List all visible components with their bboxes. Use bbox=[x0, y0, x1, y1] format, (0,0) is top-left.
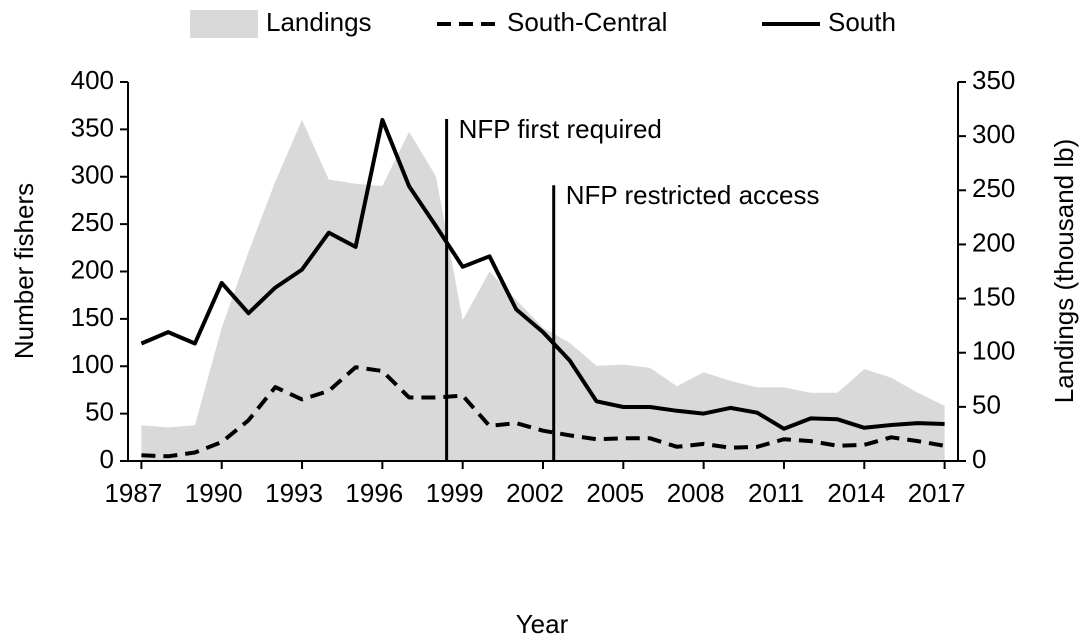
x-tick-label: 2011 bbox=[748, 478, 804, 508]
y2-tick-label: 150 bbox=[972, 281, 1015, 311]
y-tick-label: 0 bbox=[100, 444, 114, 474]
y2-tick-label: 100 bbox=[972, 336, 1015, 366]
x-tick-label: 1996 bbox=[345, 478, 403, 508]
line bbox=[140, 117, 945, 431]
y-tick-label: 400 bbox=[71, 65, 114, 95]
y2-tick-label: 0 bbox=[972, 444, 986, 474]
y-axis-title: Number fishers bbox=[9, 183, 39, 359]
x-tick-label: 1990 bbox=[185, 478, 243, 508]
y-tick-label: 250 bbox=[71, 207, 114, 237]
x-tick-label: 2008 bbox=[667, 478, 725, 508]
area bbox=[141, 119, 945, 462]
legend-label: Landings bbox=[266, 7, 372, 37]
x-tick-label: 2005 bbox=[586, 478, 644, 508]
x-tick-label: 2014 bbox=[827, 478, 885, 508]
y-tick-label: 100 bbox=[71, 349, 114, 379]
legend-label: South bbox=[828, 7, 896, 37]
y-tick-label: 200 bbox=[71, 254, 114, 284]
y2-tick-label: 200 bbox=[972, 227, 1015, 257]
x-tick-label: 1993 bbox=[265, 478, 323, 508]
y2-tick-label: 350 bbox=[972, 65, 1015, 95]
y-tick-label: 300 bbox=[71, 160, 114, 190]
line bbox=[141, 365, 945, 459]
legend-swatch bbox=[190, 10, 258, 38]
y2-tick-label: 250 bbox=[972, 173, 1015, 203]
legend-label: South-Central bbox=[507, 7, 667, 37]
x-axis-title: Year bbox=[516, 609, 569, 639]
y-tick-label: 350 bbox=[71, 112, 114, 142]
annotation-label: NFP restricted access bbox=[566, 180, 820, 210]
x-tick-label: 2017 bbox=[908, 478, 966, 508]
x-tick-label: 1987 bbox=[104, 478, 162, 508]
y2-tick-label: 50 bbox=[972, 390, 1001, 420]
y2-tick-label: 300 bbox=[972, 119, 1015, 149]
y2-axis-title: Landings (thousand lb) bbox=[1049, 139, 1079, 404]
x-tick-label: 2002 bbox=[506, 478, 564, 508]
annotation-label: NFP first required bbox=[459, 114, 662, 144]
y-tick-label: 50 bbox=[85, 397, 114, 427]
x-tick-label: 1999 bbox=[426, 478, 484, 508]
y-tick-label: 150 bbox=[71, 302, 114, 332]
